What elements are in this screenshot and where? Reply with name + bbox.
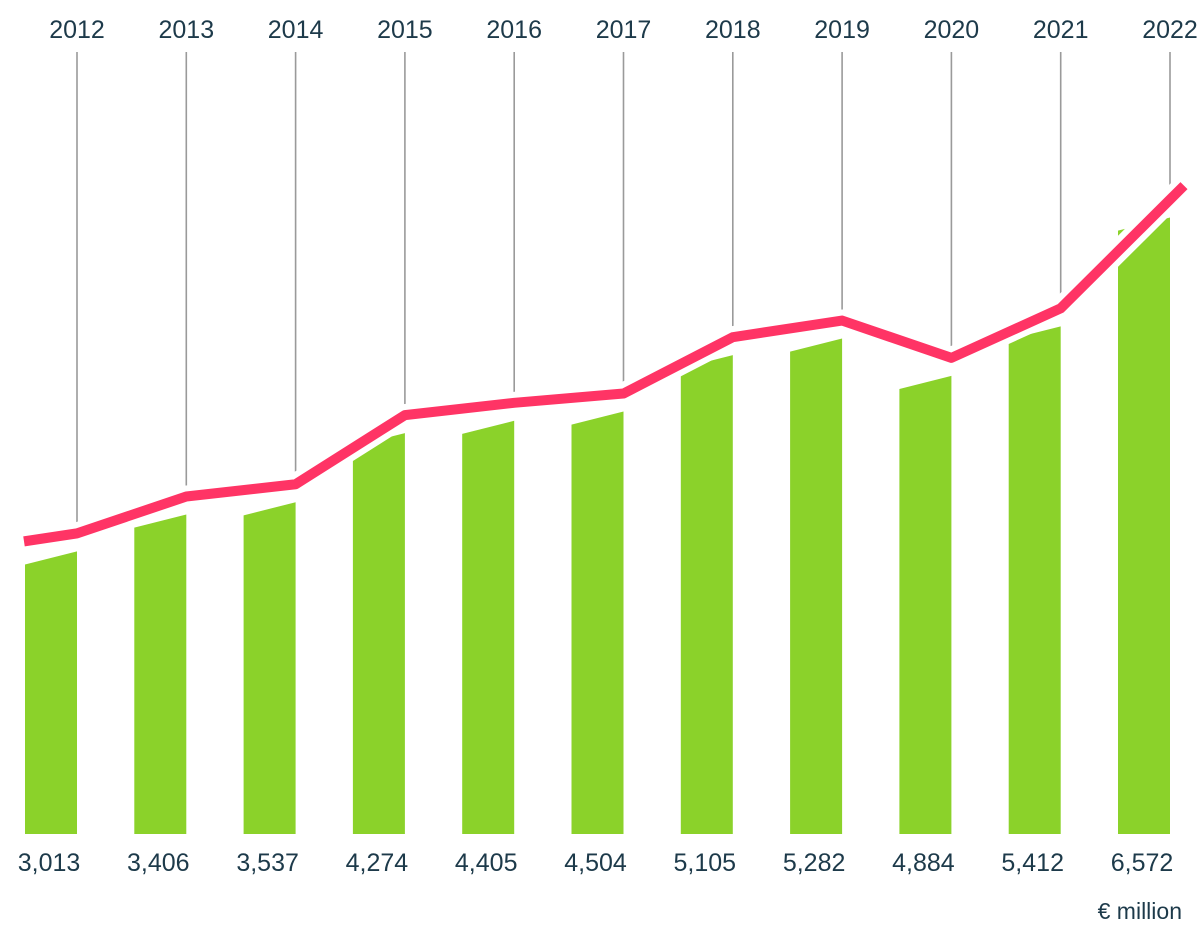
year-labels: 2012 2013 2014 2015 2016 2017 2018 2019 2020 2021… [49,16,1198,44]
bar-2012 [25,551,77,834]
bar-2015 [352,433,405,834]
bar-2017 [571,411,624,834]
year-label-2016: 2016 [486,16,542,44]
bar-2020 [899,375,952,834]
bar-2018 [680,355,733,834]
unit-label: € million [1098,898,1182,924]
year-label-2018: 2018 [705,16,761,44]
year-label-2012: 2012 [49,16,105,44]
value-label-2014: 3,537 [236,849,299,877]
value-labels: 3,013 3,406 3,537 4,274 4,405 4,504 5,105 5,282… [18,849,1174,877]
value-label-2012: 3,013 [18,849,81,877]
year-label-2019: 2019 [814,16,870,44]
year-label-2013: 2013 [158,16,214,44]
year-label-2017: 2017 [596,16,652,44]
leader-lines [76,52,1171,528]
year-label-2022: 2022 [1142,16,1198,44]
value-label-2015: 4,274 [346,849,409,877]
bar-2016 [462,420,515,834]
bar-2013 [134,514,187,834]
trend-line [23,182,1188,547]
value-label-2022: 6,572 [1111,849,1174,877]
bar-2019 [790,338,843,834]
value-label-2013: 3,406 [127,849,190,877]
year-label-2020: 2020 [924,16,980,44]
bar-2014 [243,502,296,834]
value-label-2016: 4,405 [455,849,518,877]
bars [25,217,1170,835]
year-label-2014: 2014 [268,16,324,44]
trend-line-layer [22,177,1192,553]
value-label-2019: 5,282 [783,849,846,877]
value-label-2021: 5,412 [1001,849,1064,877]
value-label-2018: 5,105 [674,849,737,877]
bar-2022 [1118,217,1170,835]
year-label-2015: 2015 [377,16,433,44]
bar-2021 [1008,326,1061,834]
year-label-2021: 2021 [1033,16,1089,44]
value-label-2020: 4,884 [892,849,955,877]
value-label-2017: 4,504 [564,849,627,877]
